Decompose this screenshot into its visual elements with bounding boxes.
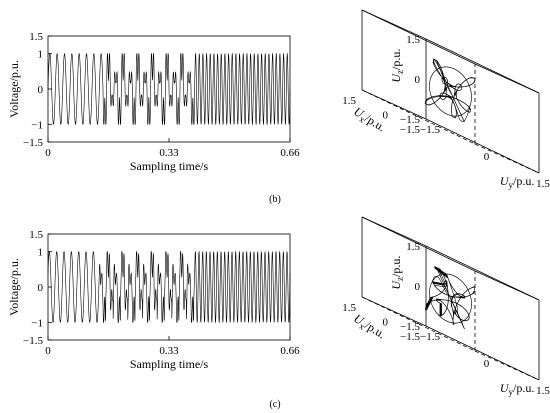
0-phase-plot: 1.50−1.5 −1.501.51.50−1.5Ux/p.u.Uy/p.u.Uz… xyxy=(342,9,550,190)
z-tick-label: 1.5 xyxy=(406,34,420,46)
y-tick-label: 0 xyxy=(38,282,44,294)
phase-trajectory-line xyxy=(424,266,476,330)
1-phase-plot: 1.50−1.5 −1.501.51.50−1.5Ux/p.u.Uy/p.u.Uz… xyxy=(342,216,550,397)
y-tick-label: 1.5 xyxy=(536,178,550,190)
x-tick-label: 0 xyxy=(383,317,389,329)
y-axis-label: Voltage/p.u. xyxy=(7,60,21,118)
panel-label: (b) xyxy=(269,194,281,205)
x-tick-label: 0 xyxy=(45,345,51,357)
box-edge xyxy=(474,270,540,301)
panel-label: (c) xyxy=(269,399,280,410)
box-edge xyxy=(361,89,427,120)
y-tick-label: 0 xyxy=(484,151,490,163)
z-axis-label: Uz/p.u. xyxy=(389,256,405,290)
y-tick-label: −1.5 xyxy=(23,137,43,149)
box-edge xyxy=(425,118,540,174)
x-axis-label: Sampling time/s xyxy=(130,159,209,173)
x-tick-label: −1.5 xyxy=(400,124,420,136)
y-tick-label: 1.5 xyxy=(29,229,43,241)
x-tick-label: 0 xyxy=(45,147,51,159)
y-tick-label: 1 xyxy=(38,49,44,61)
x-tick-label: 0.33 xyxy=(159,147,179,159)
box-edge xyxy=(425,38,540,94)
box-edge xyxy=(361,296,427,327)
y-tick-label: −1 xyxy=(31,119,43,131)
box-edge xyxy=(474,63,540,94)
z-tick-label: 0 xyxy=(415,74,421,86)
x-tick-label: 0.66 xyxy=(280,345,300,357)
z-tick-label: 1.5 xyxy=(406,241,420,253)
x-tick-label: 0 xyxy=(383,110,389,122)
y-axis-label: Voltage/p.u. xyxy=(7,258,21,316)
z-tick-label: −1.5 xyxy=(400,114,420,126)
y-tick-label: −1.5 xyxy=(420,124,440,136)
y-tick-label: −1.5 xyxy=(420,331,440,343)
box-edge xyxy=(425,245,540,301)
y-tick-label: −1.5 xyxy=(23,335,43,347)
y-tick-label: 1.5 xyxy=(536,385,550,397)
y-tick-label: 0 xyxy=(484,358,490,370)
y-tick-label: 1 xyxy=(38,247,44,259)
y-tick-label: 1.5 xyxy=(29,31,43,43)
x-tick-label: −1.5 xyxy=(400,331,420,343)
phase-trajectory-line xyxy=(424,58,476,123)
z-tick-label: 0 xyxy=(415,281,421,293)
y-axis-label: Uy/p.u. xyxy=(500,381,535,397)
x-axis-label: Sampling time/s xyxy=(130,357,209,371)
z-axis-label: Uz/p.u. xyxy=(389,49,405,83)
y-tick-label: −1 xyxy=(31,317,43,329)
z-tick-label: −1.5 xyxy=(400,321,420,333)
x-tick-label: 0.66 xyxy=(280,147,300,159)
box-edge xyxy=(361,216,476,272)
voltage-series-line xyxy=(47,52,291,126)
x-tick-label: 1.5 xyxy=(342,95,356,107)
box-edge xyxy=(425,325,540,381)
box-edge xyxy=(361,9,476,65)
y-axis-label: Uy/p.u. xyxy=(500,174,535,190)
voltage-series-line xyxy=(47,250,291,324)
x-tick-label: 0.33 xyxy=(159,345,179,357)
x-tick-label: 1.5 xyxy=(342,302,356,314)
y-tick-label: 0 xyxy=(38,84,44,96)
